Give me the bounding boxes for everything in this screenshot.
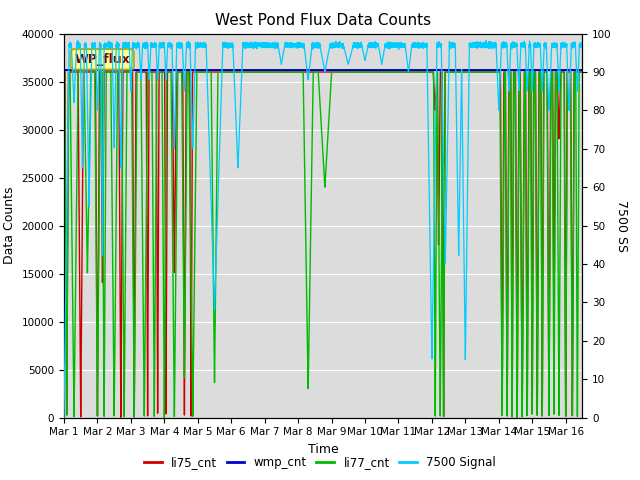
Text: WP_flux: WP_flux (74, 53, 130, 66)
X-axis label: Time: Time (308, 443, 339, 456)
Legend: li75_cnt, wmp_cnt, li77_cnt, 7500 Signal: li75_cnt, wmp_cnt, li77_cnt, 7500 Signal (139, 452, 501, 474)
Y-axis label: Data Counts: Data Counts (3, 187, 16, 264)
Y-axis label: 7500 SS: 7500 SS (616, 200, 628, 252)
Title: West Pond Flux Data Counts: West Pond Flux Data Counts (215, 13, 431, 28)
